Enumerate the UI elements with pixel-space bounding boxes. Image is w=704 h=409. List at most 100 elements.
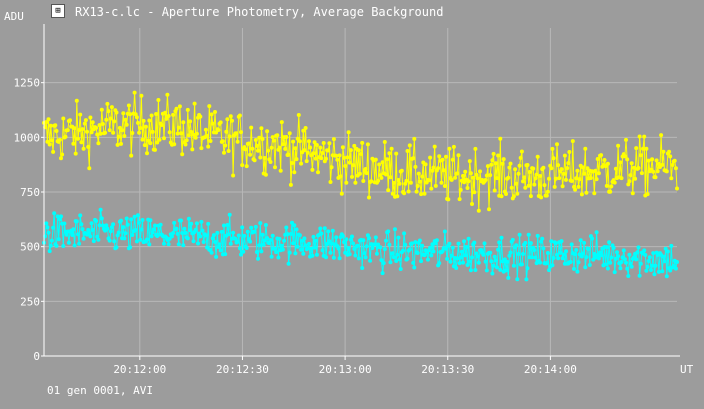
data-point bbox=[535, 233, 540, 238]
data-point bbox=[403, 242, 408, 247]
data-point bbox=[190, 147, 195, 152]
data-point bbox=[83, 118, 88, 123]
data-point bbox=[521, 252, 525, 256]
data-point bbox=[381, 261, 386, 266]
data-point bbox=[454, 266, 459, 270]
tick-label-y: 250 bbox=[20, 295, 40, 308]
data-point bbox=[73, 151, 78, 156]
data-point bbox=[489, 162, 494, 167]
data-point bbox=[258, 155, 263, 160]
data-point bbox=[645, 192, 650, 197]
data-point bbox=[109, 225, 114, 230]
data-point bbox=[555, 142, 559, 147]
data-point bbox=[575, 269, 580, 274]
data-point bbox=[624, 137, 628, 142]
data-point bbox=[470, 255, 474, 260]
data-point bbox=[302, 148, 307, 153]
data-point bbox=[240, 225, 245, 230]
data-point bbox=[186, 133, 191, 138]
data-point bbox=[193, 227, 198, 232]
data-point bbox=[275, 133, 280, 138]
data-point bbox=[651, 169, 656, 174]
data-point bbox=[527, 170, 532, 174]
data-point bbox=[646, 259, 651, 263]
data-point bbox=[649, 268, 653, 272]
data-point bbox=[344, 180, 349, 185]
data-point bbox=[360, 140, 365, 145]
data-point bbox=[94, 125, 99, 130]
data-point bbox=[305, 150, 310, 155]
tick-label-x: 20:14:00 bbox=[524, 363, 577, 376]
data-point bbox=[269, 145, 274, 150]
y-axis-label: ADU bbox=[4, 10, 24, 23]
data-point bbox=[219, 229, 224, 234]
data-point bbox=[490, 271, 495, 276]
data-point bbox=[265, 129, 270, 134]
data-point bbox=[66, 240, 71, 245]
data-point bbox=[193, 135, 198, 140]
data-point bbox=[74, 219, 79, 224]
data-point bbox=[44, 221, 49, 226]
data-point bbox=[616, 254, 621, 259]
data-point bbox=[71, 141, 76, 146]
data-point bbox=[130, 233, 135, 237]
data-point bbox=[59, 214, 63, 219]
data-point bbox=[406, 189, 411, 194]
data-point bbox=[385, 157, 390, 162]
data-point bbox=[207, 104, 212, 109]
app-icon[interactable]: ⊞ bbox=[51, 4, 65, 18]
data-point bbox=[423, 162, 428, 167]
data-point bbox=[667, 149, 672, 154]
data-point bbox=[132, 214, 137, 219]
data-point bbox=[455, 256, 460, 261]
data-point bbox=[235, 239, 240, 244]
data-point bbox=[352, 143, 357, 148]
data-point bbox=[276, 255, 281, 260]
data-point bbox=[594, 230, 599, 235]
data-point bbox=[324, 255, 328, 260]
data-point bbox=[466, 179, 471, 184]
data-point bbox=[350, 234, 354, 239]
data-point bbox=[220, 139, 225, 144]
data-point bbox=[325, 242, 330, 246]
data-point bbox=[305, 246, 310, 251]
data-point bbox=[346, 246, 351, 251]
data-point bbox=[551, 156, 556, 161]
data-point bbox=[185, 236, 190, 241]
data-point bbox=[404, 178, 409, 183]
data-point bbox=[185, 107, 190, 112]
data-point bbox=[111, 130, 116, 135]
data-point bbox=[504, 268, 508, 273]
data-point bbox=[203, 127, 208, 132]
data-point bbox=[564, 249, 568, 254]
data-point bbox=[528, 241, 533, 246]
data-point bbox=[268, 238, 273, 242]
data-point bbox=[225, 117, 230, 122]
data-point bbox=[344, 237, 349, 242]
data-point bbox=[180, 231, 185, 235]
data-point bbox=[227, 212, 232, 217]
data-point bbox=[340, 234, 345, 238]
data-point bbox=[488, 250, 493, 255]
data-point bbox=[154, 112, 159, 116]
data-point bbox=[562, 153, 567, 158]
data-point bbox=[386, 188, 391, 193]
data-point bbox=[419, 259, 424, 264]
data-point bbox=[619, 260, 624, 264]
data-point bbox=[487, 207, 491, 212]
data-point bbox=[497, 240, 502, 245]
data-point bbox=[473, 268, 478, 272]
data-point bbox=[436, 166, 441, 171]
data-point bbox=[388, 175, 393, 180]
data-point bbox=[498, 267, 503, 272]
data-point bbox=[153, 147, 157, 152]
data-point bbox=[98, 207, 103, 212]
data-point bbox=[310, 253, 315, 258]
data-point bbox=[662, 259, 667, 264]
data-point bbox=[578, 238, 583, 243]
data-point bbox=[112, 239, 117, 244]
data-point bbox=[493, 258, 498, 263]
data-point bbox=[85, 129, 89, 134]
data-point bbox=[668, 268, 673, 273]
